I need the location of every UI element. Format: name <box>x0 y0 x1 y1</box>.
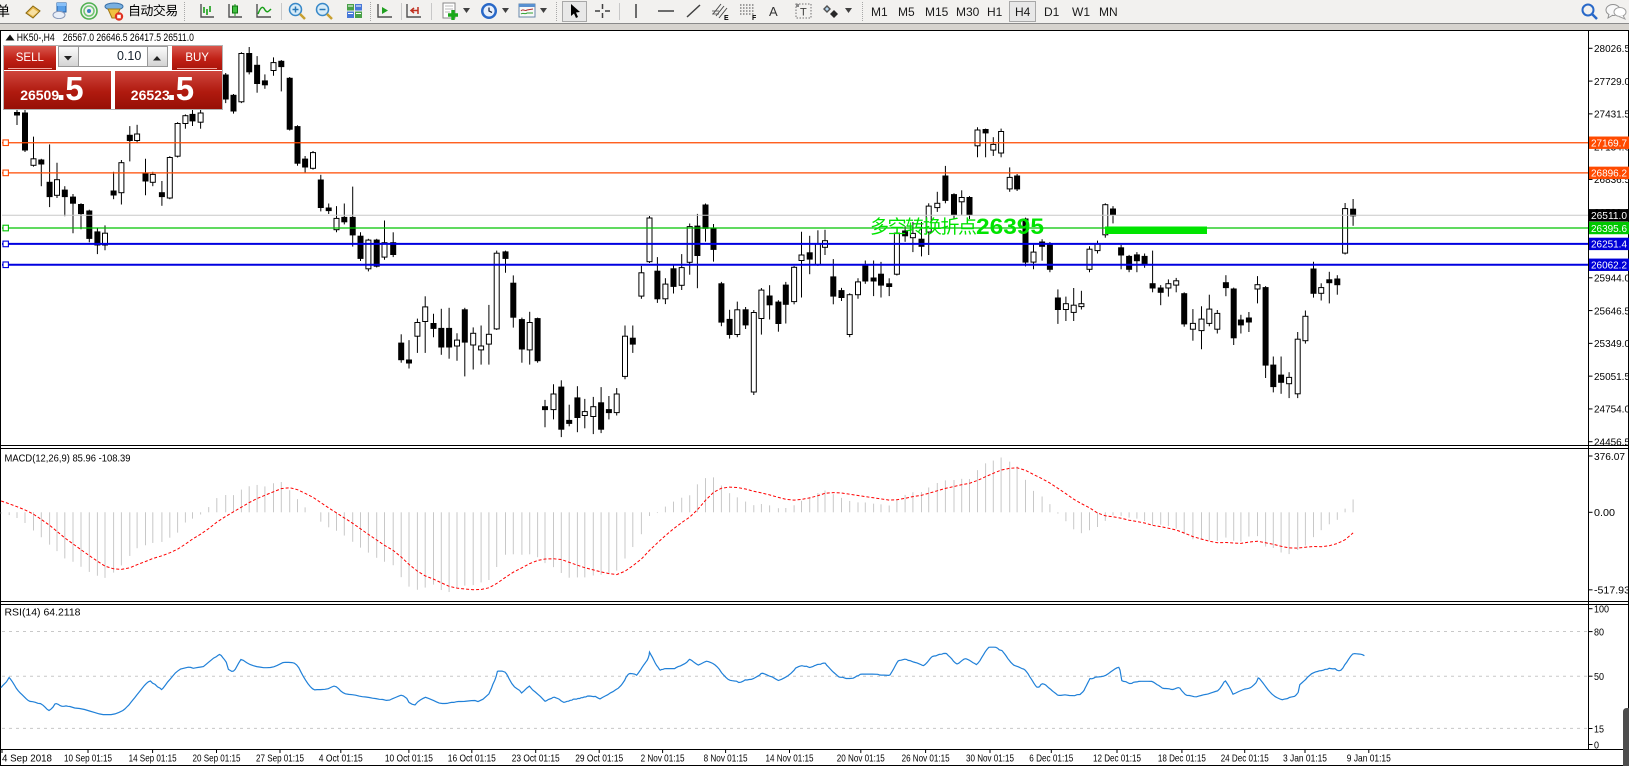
svg-text:24 Dec 01:15: 24 Dec 01:15 <box>1221 753 1269 765</box>
svg-text:E: E <box>724 15 729 21</box>
svg-text:27169.7: 27169.7 <box>1591 138 1627 150</box>
svg-text:25349.0: 25349.0 <box>1594 338 1629 350</box>
svg-text:T: T <box>800 7 807 19</box>
svg-text:-517.93: -517.93 <box>1594 585 1629 597</box>
svg-text:14 Nov 01:15: 14 Nov 01:15 <box>766 753 814 765</box>
svg-text:29 Oct 01:15: 29 Oct 01:15 <box>575 753 623 765</box>
svg-text:25051.5: 25051.5 <box>1594 371 1629 383</box>
svg-text:20 Nov 01:15: 20 Nov 01:15 <box>837 753 885 765</box>
svg-text:30 Nov 01:15: 30 Nov 01:15 <box>966 753 1014 765</box>
svg-text:9 Jan 01:15: 9 Jan 01:15 <box>1347 753 1391 765</box>
svg-text:27729.0: 27729.0 <box>1594 76 1629 88</box>
svg-text:3 Jan 01:15: 3 Jan 01:15 <box>1283 753 1327 765</box>
svg-text:HK50-,H4: HK50-,H4 <box>17 32 55 44</box>
svg-text:100: 100 <box>1594 604 1609 616</box>
svg-text:50: 50 <box>1594 671 1604 683</box>
svg-text:14 Sep 01:15: 14 Sep 01:15 <box>129 753 177 765</box>
svg-text:4 Sep 2018: 4 Sep 2018 <box>2 753 52 765</box>
svg-text:MACD(12,26,9) 85.96 -108.39: MACD(12,26,9) 85.96 -108.39 <box>5 453 131 465</box>
svg-text:27 Sep 01:15: 27 Sep 01:15 <box>256 753 304 765</box>
svg-text:0: 0 <box>1594 739 1599 751</box>
svg-text:376.07: 376.07 <box>1594 451 1625 463</box>
svg-text:10 Sep 01:15: 10 Sep 01:15 <box>64 753 112 765</box>
svg-text:RSI(14) 64.2118: RSI(14) 64.2118 <box>5 607 81 619</box>
svg-text:8 Nov 01:15: 8 Nov 01:15 <box>704 753 748 765</box>
svg-text:26062.2: 26062.2 <box>1591 260 1627 272</box>
svg-text:24754.0: 24754.0 <box>1594 404 1629 416</box>
svg-text:23 Oct 01:15: 23 Oct 01:15 <box>512 753 560 765</box>
svg-text:18 Dec 01:15: 18 Dec 01:15 <box>1158 753 1206 765</box>
svg-text:24456.5: 24456.5 <box>1594 437 1629 449</box>
svg-text:26896.2: 26896.2 <box>1591 168 1627 180</box>
svg-text:26395.6: 26395.6 <box>1591 223 1627 235</box>
svg-text:26 Nov 01:15: 26 Nov 01:15 <box>902 753 950 765</box>
svg-text:26511.0: 26511.0 <box>1591 210 1627 222</box>
svg-text:25944.0: 25944.0 <box>1594 273 1629 285</box>
svg-text:80: 80 <box>1594 626 1604 638</box>
svg-text:20 Sep 01:15: 20 Sep 01:15 <box>193 753 241 765</box>
svg-text:28026.5: 28026.5 <box>1594 43 1629 55</box>
svg-text:16 Oct 01:15: 16 Oct 01:15 <box>448 753 496 765</box>
svg-text:0.00: 0.00 <box>1594 507 1615 519</box>
svg-text:12 Dec 01:15: 12 Dec 01:15 <box>1093 753 1141 765</box>
svg-text:27431.5: 27431.5 <box>1594 109 1629 121</box>
svg-text:15: 15 <box>1594 723 1604 735</box>
svg-text:26251.4: 26251.4 <box>1591 239 1627 251</box>
svg-text:6 Dec 01:15: 6 Dec 01:15 <box>1029 753 1073 765</box>
svg-text:2 Nov 01:15: 2 Nov 01:15 <box>641 753 685 765</box>
svg-text:26395: 26395 <box>976 214 1044 239</box>
svg-text:4 Oct 01:15: 4 Oct 01:15 <box>319 753 363 765</box>
svg-text:25646.5: 25646.5 <box>1594 305 1629 317</box>
svg-text:F: F <box>752 15 757 21</box>
svg-text:10 Oct 01:15: 10 Oct 01:15 <box>385 753 433 765</box>
svg-text:26567.0 26646.5 26417.5 26511.: 26567.0 26646.5 26417.5 26511.0 <box>63 32 194 44</box>
